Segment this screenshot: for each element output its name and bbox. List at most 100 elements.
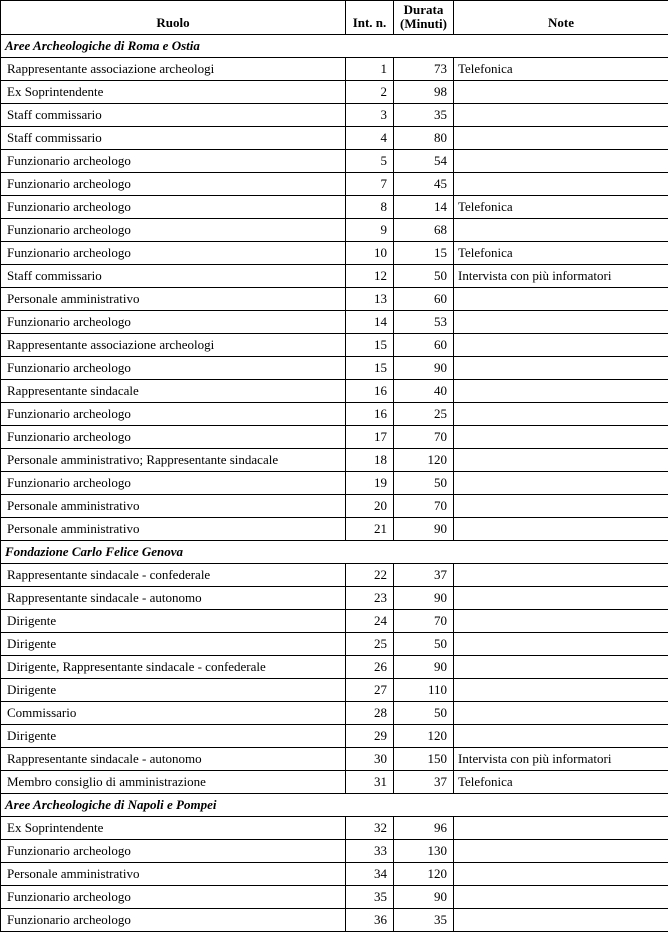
cell-duration: 35	[394, 908, 454, 931]
cell-role: Staff commissario	[1, 126, 346, 149]
cell-duration: 60	[394, 287, 454, 310]
cell-intn: 18	[346, 448, 394, 471]
col-header-duration-line2: (Minuti)	[400, 16, 447, 31]
cell-duration: 50	[394, 701, 454, 724]
table-row: Funzionario archeologo33130	[1, 839, 668, 862]
cell-role: Funzionario archeologo	[1, 172, 346, 195]
table-row: Funzionario archeologo1770	[1, 425, 668, 448]
table-row: Staff commissario335	[1, 103, 668, 126]
cell-note	[454, 172, 668, 195]
table-row: Funzionario archeologo1625	[1, 402, 668, 425]
table-row: Personale amministrativo; Rappresentante…	[1, 448, 668, 471]
cell-duration: 90	[394, 356, 454, 379]
cell-intn: 12	[346, 264, 394, 287]
table-row: Dirigente2550	[1, 632, 668, 655]
cell-note: Telefonica	[454, 770, 668, 793]
cell-role: Rappresentante associazione archeologi	[1, 333, 346, 356]
table-row: Commissario2850	[1, 701, 668, 724]
cell-duration: 80	[394, 126, 454, 149]
table-row: Personale amministrativo1360	[1, 287, 668, 310]
cell-note	[454, 103, 668, 126]
cell-role: Personale amministrativo	[1, 287, 346, 310]
cell-duration: 70	[394, 609, 454, 632]
cell-note	[454, 862, 668, 885]
cell-role: Funzionario archeologo	[1, 425, 346, 448]
table-row: Dirigente2470	[1, 609, 668, 632]
cell-note	[454, 218, 668, 241]
cell-note	[454, 379, 668, 402]
cell-intn: 31	[346, 770, 394, 793]
cell-duration: 130	[394, 839, 454, 862]
cell-note: Intervista con più informatori	[454, 747, 668, 770]
table-row: Funzionario archeologo554	[1, 149, 668, 172]
cell-role: Funzionario archeologo	[1, 310, 346, 333]
table-row: Rappresentante sindacale - autonomo30150…	[1, 747, 668, 770]
cell-role: Dirigente	[1, 632, 346, 655]
cell-intn: 20	[346, 494, 394, 517]
cell-duration: 15	[394, 241, 454, 264]
cell-role: Ex Soprintendente	[1, 80, 346, 103]
cell-duration: 90	[394, 517, 454, 540]
table-row: Personale amministrativo2070	[1, 494, 668, 517]
interviews-table: Ruolo Int. n. Durata (Minuti) Note Aree …	[0, 0, 668, 932]
cell-duration: 90	[394, 655, 454, 678]
cell-note	[454, 678, 668, 701]
cell-role: Funzionario archeologo	[1, 195, 346, 218]
cell-intn: 7	[346, 172, 394, 195]
table-row: Ex Soprintendente3296	[1, 816, 668, 839]
cell-intn: 32	[346, 816, 394, 839]
cell-note	[454, 724, 668, 747]
cell-intn: 14	[346, 310, 394, 333]
cell-role: Funzionario archeologo	[1, 218, 346, 241]
cell-duration: 70	[394, 494, 454, 517]
cell-note	[454, 333, 668, 356]
cell-intn: 28	[346, 701, 394, 724]
cell-note	[454, 701, 668, 724]
cell-role: Funzionario archeologo	[1, 885, 346, 908]
cell-note	[454, 425, 668, 448]
table-row: Rappresentante sindacale1640	[1, 379, 668, 402]
cell-note: Intervista con più informatori	[454, 264, 668, 287]
table-row: Funzionario archeologo814Telefonica	[1, 195, 668, 218]
table-row: Funzionario archeologo745	[1, 172, 668, 195]
cell-duration: 35	[394, 103, 454, 126]
cell-duration: 60	[394, 333, 454, 356]
cell-role: Rappresentante sindacale - confederale	[1, 563, 346, 586]
cell-duration: 70	[394, 425, 454, 448]
cell-role: Funzionario archeologo	[1, 356, 346, 379]
cell-role: Dirigente	[1, 724, 346, 747]
table-row: Ex Soprintendente298	[1, 80, 668, 103]
cell-intn: 26	[346, 655, 394, 678]
cell-duration: 54	[394, 149, 454, 172]
table-row: Funzionario archeologo3635	[1, 908, 668, 931]
col-header-role: Ruolo	[1, 1, 346, 35]
table-row: Dirigente, Rappresentante sindacale - co…	[1, 655, 668, 678]
cell-intn: 34	[346, 862, 394, 885]
cell-note	[454, 908, 668, 931]
section-header: Fondazione Carlo Felice Genova	[1, 540, 668, 563]
cell-note	[454, 586, 668, 609]
cell-duration: 50	[394, 264, 454, 287]
cell-duration: 120	[394, 724, 454, 747]
cell-duration: 37	[394, 563, 454, 586]
cell-duration: 150	[394, 747, 454, 770]
cell-intn: 35	[346, 885, 394, 908]
table-row: Funzionario archeologo1950	[1, 471, 668, 494]
cell-intn: 19	[346, 471, 394, 494]
cell-note	[454, 839, 668, 862]
cell-intn: 16	[346, 402, 394, 425]
cell-intn: 30	[346, 747, 394, 770]
cell-role: Personale amministrativo	[1, 494, 346, 517]
cell-role: Ex Soprintendente	[1, 816, 346, 839]
cell-duration: 120	[394, 448, 454, 471]
cell-role: Funzionario archeologo	[1, 471, 346, 494]
cell-intn: 29	[346, 724, 394, 747]
cell-intn: 25	[346, 632, 394, 655]
table-row: Rappresentante associazione archeologi17…	[1, 57, 668, 80]
table-row: Rappresentante associazione archeologi15…	[1, 333, 668, 356]
cell-note	[454, 402, 668, 425]
table-row: Staff commissario1250Intervista con più …	[1, 264, 668, 287]
table-header: Ruolo Int. n. Durata (Minuti) Note	[1, 1, 668, 35]
cell-note	[454, 448, 668, 471]
table-row: Funzionario archeologo1590	[1, 356, 668, 379]
